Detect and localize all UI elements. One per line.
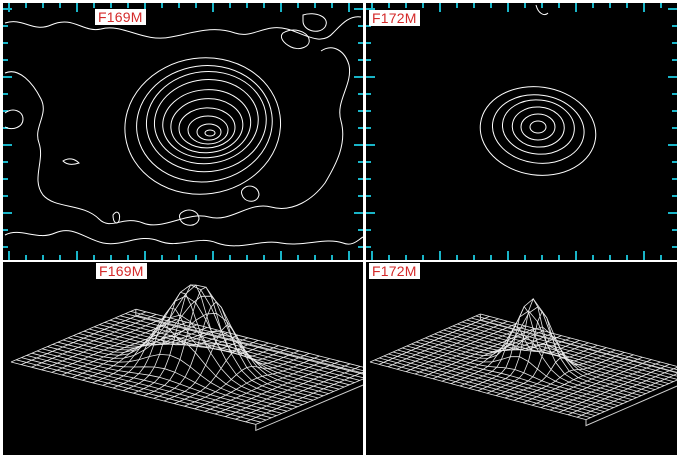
contour-plot-f172m xyxy=(366,3,677,260)
contour-panel-f169m: F169M xyxy=(3,3,363,260)
surface-panel-f172m: F172M xyxy=(366,262,677,455)
surface-plot-f172m xyxy=(369,297,677,427)
panel-label-f169m-surface: F169M xyxy=(96,263,147,279)
contour-plot-f169m xyxy=(3,3,363,260)
panel-label-f172m-contour: F172M xyxy=(369,10,420,26)
contour-panel-f172m: F172M xyxy=(366,3,677,260)
surface-panel-f169m: F169M xyxy=(3,262,363,455)
panel-label-f169m-contour: F169M xyxy=(95,9,146,25)
surface-plot-f169m xyxy=(10,284,363,432)
panel-label-f172m-surface: F172M xyxy=(369,263,420,279)
